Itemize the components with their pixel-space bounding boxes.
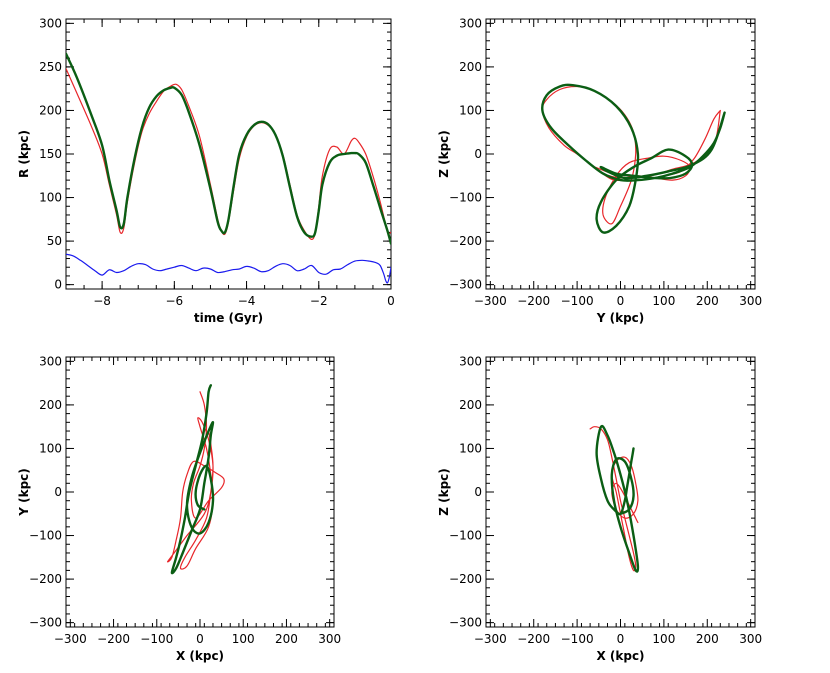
x-tick-label: −200	[517, 632, 550, 646]
panel-top-right: −300 −200 −100 0 100 200 300 −300 −200 −100 0 100 20…	[437, 16, 762, 325]
series-line-green	[66, 52, 391, 245]
y-tick-label: 250	[39, 60, 62, 74]
y-tick-label: 200	[39, 398, 62, 412]
y-tick-label: 200	[459, 60, 482, 74]
plot-frame	[485, 18, 756, 290]
y-tick-label: 0	[54, 278, 62, 292]
x-tick-label: 300	[318, 632, 341, 646]
series-line-red	[167, 391, 225, 570]
y-tick-label: 300	[39, 354, 62, 368]
x-tick-label: −300	[474, 294, 507, 308]
plot-frame	[485, 356, 756, 628]
x-tick-label: 0	[387, 294, 395, 308]
x-tick-label: −6	[165, 294, 183, 308]
panel-bottom-left: −300 −200 −100 0 100 200 300 −300 −200 −100 0 100 20…	[17, 354, 341, 663]
y-tick-label: 100	[459, 441, 482, 455]
series-line-blue	[66, 253, 391, 284]
y-tick-label: −100	[449, 191, 482, 205]
y-tick-label: 200	[39, 103, 62, 117]
y-axis-label: R (kpc)	[17, 130, 31, 178]
y-axis-label: Z (kpc)	[437, 468, 451, 516]
series-line-green	[170, 384, 215, 575]
x-tick-label: 200	[696, 632, 719, 646]
x-tick-label: 300	[739, 632, 762, 646]
x-tick-label: 200	[696, 294, 719, 308]
x-tick-label: 100	[652, 632, 675, 646]
y-tick-label: 100	[39, 191, 62, 205]
y-tick-label: −100	[449, 529, 482, 543]
y-tick-label: −100	[29, 529, 62, 543]
x-tick-label: −8	[93, 294, 111, 308]
y-axis-label: Y (kpc)	[17, 468, 31, 517]
x-tick-label: 0	[617, 632, 625, 646]
y-tick-label: 200	[459, 398, 482, 412]
y-tick-label: 0	[474, 147, 482, 161]
plot-frame	[65, 356, 335, 628]
panel-top-left: −8 −6 −4 −2 0 0 50 100 150 200 250 300 time (Gyr) R (…	[17, 16, 395, 325]
series-line-green	[541, 83, 726, 234]
x-tick-label: 300	[739, 294, 762, 308]
x-tick-label: −200	[517, 294, 550, 308]
x-tick-label: −2	[310, 294, 328, 308]
y-tick-label: −200	[29, 572, 62, 586]
y-tick-label: −300	[29, 616, 62, 630]
x-tick-label: −100	[561, 632, 594, 646]
series-line-red	[589, 426, 639, 572]
x-tick-label: −100	[140, 632, 173, 646]
panel-bottom-right: −300 −200 −100 0 100 200 300 −300 −200 −100 0 100 20…	[437, 354, 762, 663]
y-tick-label: 50	[47, 234, 62, 248]
x-tick-label: 200	[275, 632, 298, 646]
y-tick-label: −200	[449, 572, 482, 586]
y-tick-label: −200	[449, 234, 482, 248]
y-tick-label: 300	[459, 16, 482, 30]
x-axis-label: Y (kpc)	[596, 311, 645, 325]
x-tick-label: −300	[54, 632, 87, 646]
x-tick-label: 100	[232, 632, 255, 646]
y-tick-label: 150	[39, 147, 62, 161]
x-tick-label: −100	[561, 294, 594, 308]
x-axis-label: X (kpc)	[176, 649, 224, 663]
x-tick-label: 100	[652, 294, 675, 308]
x-tick-label: −4	[238, 294, 256, 308]
y-tick-label: 300	[39, 16, 62, 30]
y-tick-label: 100	[39, 441, 62, 455]
y-tick-label: −300	[449, 278, 482, 292]
x-axis-label: X (kpc)	[596, 649, 644, 663]
x-tick-label: 0	[617, 294, 625, 308]
y-tick-label: 0	[474, 485, 482, 499]
x-tick-label: 0	[196, 632, 204, 646]
series-line-green	[595, 424, 640, 573]
y-tick-label: 100	[459, 103, 482, 117]
y-tick-label: −300	[449, 616, 482, 630]
x-tick-label: −200	[97, 632, 130, 646]
x-tick-label: −300	[474, 632, 507, 646]
y-axis-label: Z (kpc)	[437, 130, 451, 178]
x-axis-label: time (Gyr)	[194, 311, 263, 325]
y-tick-label: 300	[459, 354, 482, 368]
y-tick-label: 0	[54, 485, 62, 499]
